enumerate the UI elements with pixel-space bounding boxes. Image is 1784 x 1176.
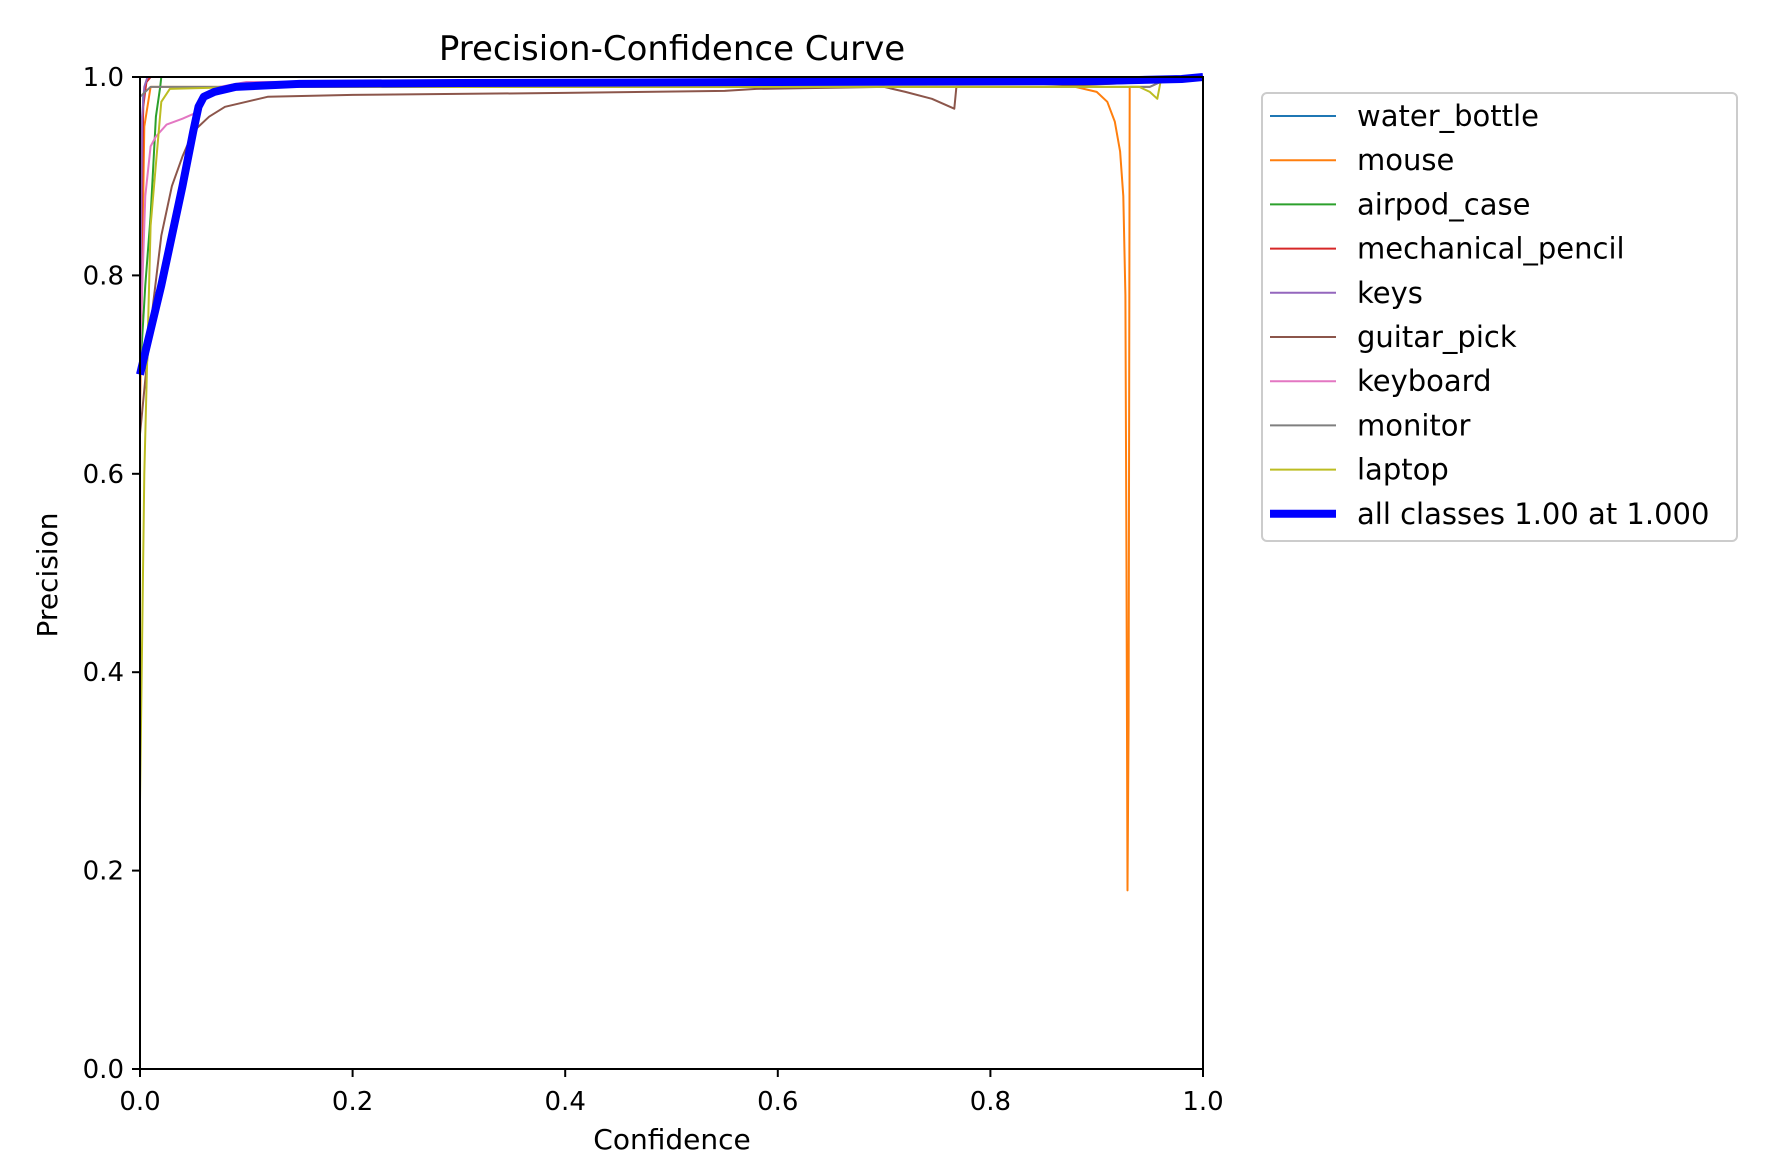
y-tick-label: 0.4 [83,658,124,688]
chart-title: Precision-Confidence Curve [439,29,905,69]
x-tick-label: 0.0 [119,1087,160,1117]
series-layer [136,73,1204,892]
series-line-all-classes-1-00-at-1-000 [136,73,1204,376]
legend-label: laptop [1357,453,1449,487]
y-tick-label: 0.6 [83,460,124,490]
y-tick-label: 0.8 [83,261,124,291]
y-tick-label: 1.0 [83,63,124,93]
x-tick-label: 1.0 [1182,1087,1223,1117]
legend-label: guitar_pick [1357,320,1517,354]
x-tick-label: 0.2 [332,1087,373,1117]
x-axis: 0.0 0.2 0.4 0.6 0.8 1.0 [119,1069,1224,1117]
legend-label: mechanical_pencil [1357,232,1625,266]
legend-label: mouse [1357,143,1454,177]
legend-label: airpod_case [1357,187,1530,221]
legend-label: monitor [1357,408,1471,442]
legend-label: keys [1357,276,1423,310]
x-tick-label: 0.4 [545,1087,586,1117]
plot-area [136,73,1204,1070]
x-tick-label: 0.6 [757,1087,798,1117]
series-line-laptop [139,76,1204,802]
y-axis-label: Precision [31,513,64,638]
y-tick-label: 0.2 [83,857,124,887]
series-line-guitar-pick [139,76,1204,435]
plot-frame [139,76,1204,1070]
x-axis-label: Confidence [593,1123,750,1156]
legend-label: all classes 1.00 at 1.000 [1357,497,1709,531]
y-axis: 0.0 0.2 0.4 0.6 0.8 1.0 [83,63,140,1085]
legend-label: water_bottle [1357,99,1539,133]
y-tick-label: 0.0 [83,1055,124,1085]
x-tick-label: 0.8 [970,1087,1011,1117]
legend-label: keyboard [1357,364,1492,398]
legend-frame [1261,92,1738,542]
